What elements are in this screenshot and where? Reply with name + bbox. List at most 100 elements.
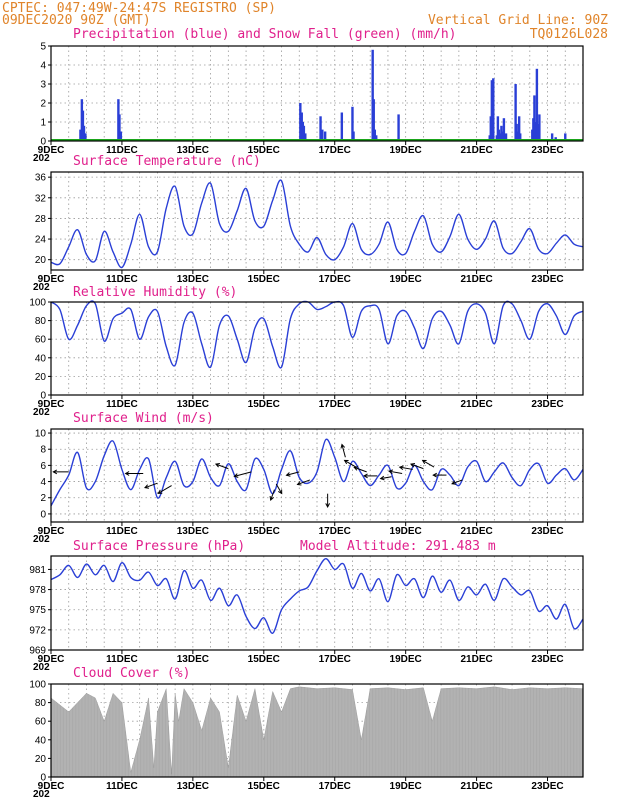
xtick-label: 11DEC	[106, 274, 138, 285]
wind-arrow	[144, 482, 158, 489]
ytick-label: 981	[29, 565, 46, 576]
xtick-label: 19DEC	[390, 781, 422, 792]
header-line1: CPTEC: 047:49W-24:47S REGISTRO (SP)	[2, 1, 276, 16]
ytick-label: 100	[29, 298, 46, 309]
xtick-label: 23DEC	[531, 145, 563, 156]
ytick-label: 978	[29, 585, 46, 596]
xtick-label: 23DEC	[531, 654, 563, 665]
xtick-label: 19DEC	[390, 399, 422, 410]
precip-bar	[79, 129, 82, 141]
precip-bar	[372, 99, 375, 141]
wind-arrow-head	[278, 489, 283, 495]
xtick-label: 21DEC	[460, 399, 492, 410]
xtick-label: 9DEC	[38, 781, 65, 792]
wind-arrow	[234, 471, 252, 477]
wind-arrow-head	[157, 489, 163, 494]
xtick-label: 13DEC	[177, 145, 209, 156]
precip-bar	[504, 133, 508, 141]
ytick-label: 10	[35, 429, 47, 440]
rh-curve	[50, 300, 584, 369]
wind-arrow-head	[340, 443, 346, 449]
ytick-label: 20	[35, 255, 47, 266]
xtick-label: 11DEC	[106, 654, 138, 665]
ytick-label: 2	[40, 493, 46, 504]
ytick-label: 2	[40, 99, 46, 110]
wind-arrow	[157, 485, 172, 494]
precip-bar	[321, 129, 324, 141]
wind-arrow-head	[144, 484, 150, 489]
wind-arrow-head	[325, 503, 330, 508]
xtick-label: 23DEC	[531, 781, 563, 792]
wind-arrow	[275, 483, 283, 494]
panel-frame	[50, 45, 584, 142]
xtick-label: 21DEC	[460, 274, 492, 285]
xtick-label: 17DEC	[319, 399, 351, 410]
panel-frame	[50, 555, 584, 651]
xtick-label: 17DEC	[319, 274, 351, 285]
wind-arrow-head	[432, 472, 438, 478]
precip-bar	[299, 103, 302, 141]
year-stub-label: 202	[33, 789, 50, 800]
header-date: 09DEC2020 90Z (GMT)	[2, 13, 151, 28]
ytick-label: 6	[40, 461, 46, 472]
header-model-code: TQ0126L028	[530, 27, 608, 42]
wind-arrow-head	[353, 466, 359, 471]
panel-title-humidity: Relative Humidity (%)	[73, 285, 237, 300]
precip-bar	[118, 114, 121, 141]
wind-arrow	[341, 444, 346, 458]
ytick-label: 4	[40, 61, 46, 72]
xtick-label: 17DEC	[319, 526, 351, 537]
precip-bar	[496, 116, 500, 141]
ytick-label: 969	[29, 646, 46, 657]
xtick-label: 15DEC	[248, 781, 280, 792]
precip-bar	[351, 106, 354, 141]
ytick-label: 20	[35, 372, 47, 383]
xtick-label: 15DEC	[248, 145, 280, 156]
wind-curve	[50, 438, 584, 507]
ytick-label: 60	[35, 717, 47, 728]
wind-arrow	[410, 463, 424, 470]
ytick-label: 0	[40, 773, 46, 784]
xtick-label: 11DEC	[106, 145, 138, 156]
wind-arrow	[399, 466, 413, 470]
wind-arrow	[297, 479, 311, 485]
panel-pres: 969 972 975 978 981 9DEC 11DEC 13DEC 15DEC 17DEC 1…	[29, 555, 584, 673]
wind-arrow-head	[124, 471, 130, 476]
year-stub-label: 202	[33, 534, 50, 545]
precip-bar	[352, 131, 355, 141]
pres-curve	[50, 557, 584, 634]
xtick-label: 19DEC	[390, 526, 422, 537]
xtick-label: 17DEC	[319, 781, 351, 792]
header-grid-note: Vertical Grid Line: 90Z	[428, 13, 608, 28]
wind-arrow-head	[269, 495, 275, 501]
precip-bar	[82, 125, 86, 141]
year-stub-label: 202	[33, 282, 50, 293]
wind-arrow-head	[343, 459, 349, 465]
xtick-label: 9DEC	[38, 654, 65, 665]
precip-bar	[373, 129, 377, 141]
xtick-label: 13DEC	[177, 526, 209, 537]
wind-arrow	[270, 489, 275, 501]
precip-bar	[119, 131, 123, 141]
xtick-label: 13DEC	[177, 399, 209, 410]
xtick-label: 13DEC	[177, 654, 209, 665]
wind-arrow-head	[296, 481, 302, 486]
wind-arrow-head	[451, 480, 457, 485]
xtick-label: 9DEC	[38, 399, 65, 410]
xtick-label: 17DEC	[319, 654, 351, 665]
wind-arrow	[380, 476, 392, 480]
panel-title-precipitation: Precipitation (blue) and Snow Fall (gree…	[73, 27, 457, 42]
panel-wind: 0 2 4 6 8 10 9DEC 11DEC 13DEC 15DEC 17DEC 19DEC 21DE…	[33, 428, 584, 545]
precip-bar	[536, 123, 540, 141]
xtick-label: 21DEC	[460, 781, 492, 792]
wind-arrow-head	[214, 463, 220, 468]
precip-bar	[84, 133, 87, 141]
ytick-label: 60	[35, 335, 47, 346]
precip-bar	[497, 129, 501, 141]
panel-subtitle-altitude: Model Altitude: 291.483 m	[300, 539, 496, 554]
ytick-label: 0	[40, 391, 46, 402]
precip-bar	[302, 125, 306, 141]
precip-bar	[375, 135, 378, 141]
xtick-label: 23DEC	[531, 274, 563, 285]
xtick-label: 9DEC	[38, 526, 65, 537]
